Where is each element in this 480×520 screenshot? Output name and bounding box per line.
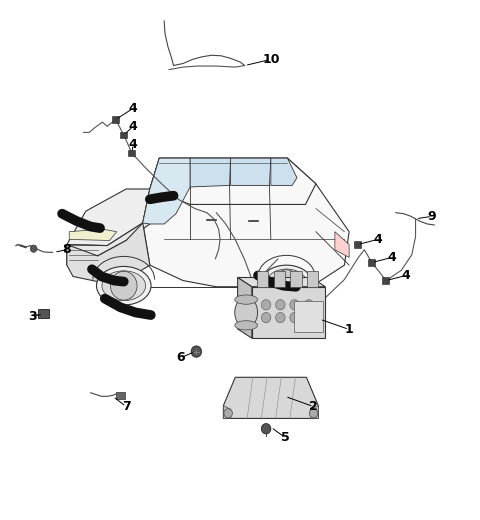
Text: 4: 4: [129, 120, 138, 133]
Polygon shape: [150, 158, 316, 204]
Circle shape: [261, 424, 271, 434]
Ellipse shape: [266, 269, 307, 297]
Polygon shape: [143, 158, 190, 224]
Bar: [257, 271, 268, 287]
Polygon shape: [238, 278, 325, 287]
Text: 1: 1: [345, 323, 353, 336]
Bar: [112, 116, 119, 123]
Circle shape: [191, 346, 202, 357]
Circle shape: [261, 300, 271, 310]
Bar: [38, 309, 49, 318]
Bar: [307, 271, 318, 287]
Polygon shape: [230, 158, 271, 186]
Polygon shape: [190, 158, 230, 187]
Circle shape: [224, 409, 232, 418]
Text: 2: 2: [309, 400, 318, 413]
Polygon shape: [223, 378, 318, 419]
Circle shape: [276, 300, 285, 310]
Polygon shape: [67, 158, 159, 265]
Text: 9: 9: [428, 210, 436, 223]
Bar: [290, 271, 301, 287]
Circle shape: [304, 300, 313, 310]
Text: 8: 8: [62, 243, 71, 256]
Bar: [368, 259, 375, 266]
Circle shape: [261, 313, 271, 323]
Ellipse shape: [235, 321, 258, 330]
Polygon shape: [223, 406, 230, 419]
Polygon shape: [67, 223, 150, 282]
Bar: [274, 271, 285, 287]
Circle shape: [290, 300, 300, 310]
Polygon shape: [69, 229, 117, 240]
Text: 7: 7: [122, 400, 131, 413]
Circle shape: [290, 313, 300, 323]
Circle shape: [309, 409, 318, 418]
Bar: [294, 301, 323, 332]
Polygon shape: [67, 189, 150, 245]
Ellipse shape: [235, 297, 258, 328]
Text: 4: 4: [129, 138, 138, 151]
Polygon shape: [143, 158, 349, 287]
Ellipse shape: [102, 271, 145, 301]
Bar: [120, 132, 127, 138]
Text: 5: 5: [281, 431, 289, 444]
Polygon shape: [335, 232, 349, 257]
Circle shape: [276, 313, 285, 323]
Bar: [383, 278, 389, 284]
Circle shape: [304, 313, 313, 323]
Circle shape: [30, 245, 37, 252]
Circle shape: [274, 270, 299, 296]
Bar: [116, 392, 125, 399]
Bar: [354, 241, 360, 248]
Polygon shape: [238, 278, 252, 338]
Ellipse shape: [235, 295, 258, 304]
Text: 10: 10: [262, 53, 279, 66]
Text: 4: 4: [387, 251, 396, 264]
Text: 6: 6: [176, 351, 185, 364]
Ellipse shape: [96, 266, 151, 305]
Polygon shape: [311, 406, 318, 419]
Bar: [252, 287, 325, 338]
Ellipse shape: [261, 265, 312, 301]
Circle shape: [110, 271, 137, 300]
Text: 4: 4: [402, 269, 410, 282]
Polygon shape: [271, 158, 297, 186]
Text: 4: 4: [129, 102, 138, 115]
Text: 3: 3: [28, 310, 36, 323]
Bar: [128, 150, 135, 156]
Text: 4: 4: [373, 233, 382, 246]
